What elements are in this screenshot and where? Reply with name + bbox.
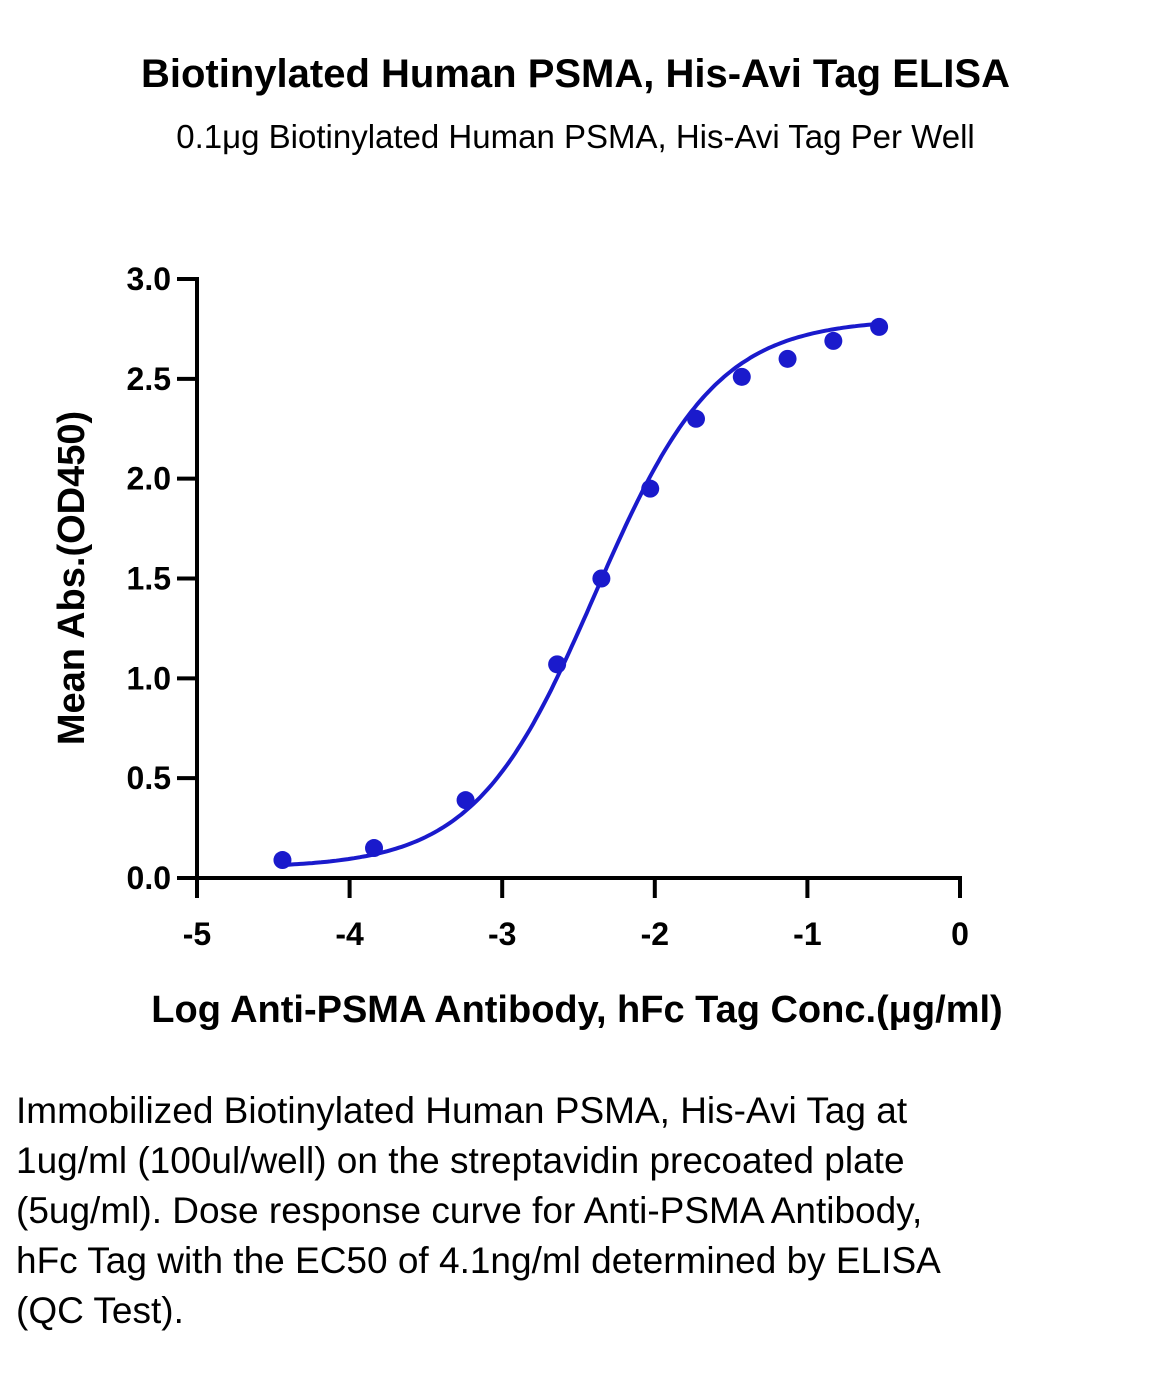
x-tick-label: -3 xyxy=(488,916,516,952)
caption: Immobilized Biotinylated Human PSMA, His… xyxy=(16,1090,939,1331)
y-axis-label: Mean Abs.(OD450) xyxy=(51,411,93,745)
data-point xyxy=(548,655,567,674)
x-axis-label: Log Anti-PSMA Antibody, hFc Tag Conc.(μg… xyxy=(151,989,1002,1031)
y-tick-label: 1.0 xyxy=(127,660,171,696)
data-point xyxy=(592,569,611,588)
x-tick-label: -1 xyxy=(793,916,821,952)
y-tick-label: 0.0 xyxy=(127,860,171,896)
y-tick-label: 2.5 xyxy=(127,361,171,397)
data-point xyxy=(365,839,384,858)
y-tick-label: 1.5 xyxy=(127,561,171,597)
y-tick-label: 0.5 xyxy=(127,760,171,796)
x-tick-label: 0 xyxy=(951,916,969,952)
data-point xyxy=(456,791,475,810)
fit-curve xyxy=(282,321,880,867)
x-tick-label: -4 xyxy=(335,916,364,952)
data-point xyxy=(641,479,660,498)
data-point xyxy=(824,331,843,350)
data-point xyxy=(273,851,292,870)
chart-subtitle: 0.1μg Biotinylated Human PSMA, His-Avi T… xyxy=(176,118,975,155)
chart-title: Biotinylated Human PSMA, His-Avi Tag ELI… xyxy=(141,52,1010,96)
y-tick-label: 2.0 xyxy=(127,461,171,497)
data-point xyxy=(870,317,889,336)
data-point xyxy=(778,349,797,368)
x-tick-label: -2 xyxy=(641,916,669,952)
chart: 0.0 0.5 1.0 1.5 2.0 2.5 3.0 -5 -4 -3 -2 -1 0 Log Ant… xyxy=(51,261,1003,1031)
x-tick-label: -5 xyxy=(183,916,211,952)
data-point xyxy=(687,409,706,428)
data-point xyxy=(732,367,751,386)
y-tick-label: 3.0 xyxy=(127,261,171,297)
